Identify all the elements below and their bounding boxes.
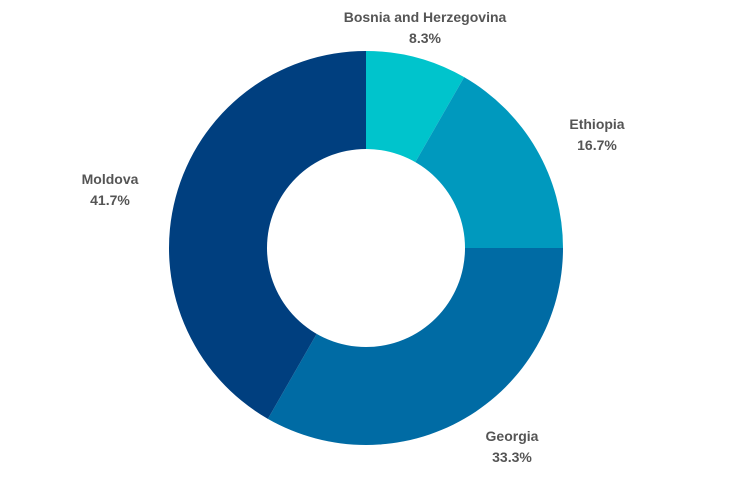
- labels: Bosnia and Herzegovina 8.3% Ethiopia 16.7% G…: [82, 9, 625, 465]
- slice-name-label: Ethiopia: [569, 116, 624, 132]
- slice-value-label: 16.7%: [577, 137, 617, 153]
- slice-name-label: Georgia: [486, 428, 539, 444]
- slice-name-label: Bosnia and Herzegovina: [344, 9, 507, 25]
- slice-value-label: 8.3%: [409, 30, 441, 46]
- slice-value-label: 41.7%: [90, 192, 130, 208]
- slice-name-label: Moldova: [82, 171, 139, 187]
- donut-hole: [267, 149, 465, 347]
- slice-value-label: 33.3%: [492, 449, 532, 465]
